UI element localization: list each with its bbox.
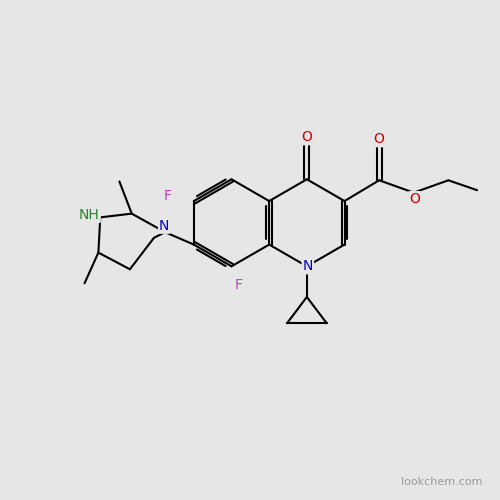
Text: F: F: [235, 278, 243, 292]
Text: O: O: [410, 192, 420, 206]
Text: N: N: [302, 260, 313, 274]
Text: lookchem.com: lookchem.com: [401, 478, 482, 488]
Text: F: F: [164, 189, 172, 203]
Text: O: O: [302, 130, 312, 144]
Text: N: N: [159, 219, 170, 233]
Text: O: O: [374, 132, 384, 146]
Text: NH: NH: [79, 208, 100, 222]
